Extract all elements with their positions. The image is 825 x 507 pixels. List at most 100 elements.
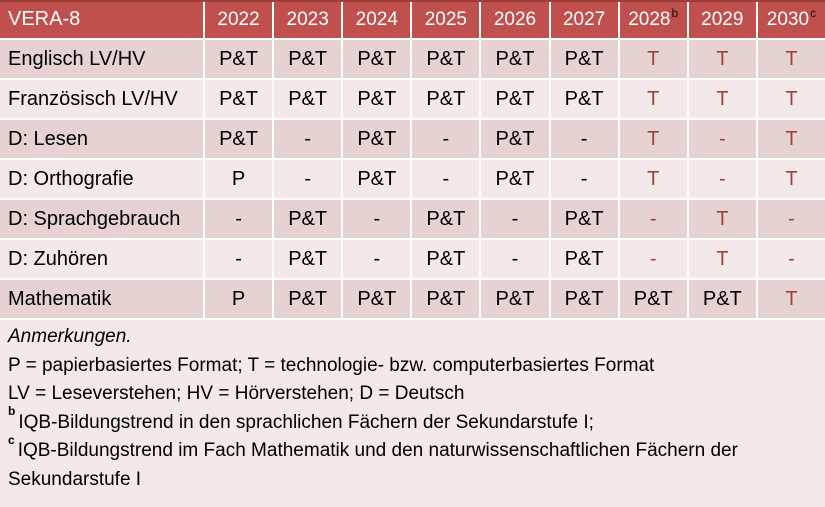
year-header-2027: 2027 — [550, 0, 618, 38]
cell-value: P&T — [495, 128, 535, 150]
year-header-2030: 2030 c — [757, 0, 825, 38]
note-line: LV = Leseverstehen; HV = Hörverstehen; D… — [8, 380, 815, 409]
cell-value: P&T — [219, 48, 258, 70]
year-header-2026: 2026 — [481, 0, 549, 38]
year-header-2023: 2023 — [274, 0, 342, 38]
cell-value: P&T — [219, 88, 258, 110]
table-cell: P&T — [550, 80, 618, 118]
table-top-border — [0, 0, 825, 2]
cell-value: P&T — [426, 208, 466, 230]
cell-value: T — [716, 88, 729, 110]
table-cell: - — [688, 120, 756, 158]
table-cell: - — [688, 160, 756, 198]
table-cell: P&T — [274, 80, 342, 118]
cell-value: P&T — [357, 48, 397, 70]
table-cell: - — [412, 160, 480, 198]
table-cell: P&T — [274, 40, 342, 78]
cell-value: P&T — [288, 88, 328, 110]
year-header-label: 2022 — [217, 8, 260, 30]
cell-value: P&T — [564, 288, 604, 310]
table-cell: - — [343, 240, 411, 278]
cell-value: T — [647, 168, 660, 190]
table-cell: - — [205, 240, 273, 278]
cell-value: - — [304, 128, 311, 150]
cell-value: - — [718, 168, 726, 190]
table-cell: P&T — [412, 280, 480, 318]
table-cell: P&T — [205, 40, 273, 78]
table-cell: P&T — [274, 240, 342, 278]
table-cell: - — [274, 120, 342, 158]
table-cell: - — [274, 160, 342, 198]
cell-value: - — [788, 248, 795, 270]
cell-value: T — [716, 208, 729, 230]
table-cell: P&T — [274, 280, 342, 318]
table-cell: - — [619, 240, 687, 278]
year-header-2025: 2025 — [412, 0, 480, 38]
cell-value: T — [785, 128, 798, 150]
cell-value: T — [785, 288, 798, 310]
table-cell: P&T — [412, 40, 480, 78]
cell-value: - — [511, 248, 519, 270]
table-cell: P&T — [205, 80, 273, 118]
table-cell: T — [757, 120, 825, 158]
cell-value: P&T — [426, 88, 466, 110]
year-header-label: 2025 — [424, 8, 468, 30]
table-cell: - — [343, 200, 411, 238]
year-header-label: 2029 — [701, 8, 744, 30]
cell-value: - — [373, 248, 381, 270]
year-header-2024: 2024 — [343, 0, 411, 38]
cell-value: P&T — [702, 288, 742, 310]
table-cell: P&T — [343, 40, 411, 78]
cell-value: T — [716, 48, 729, 70]
cell-value: P&T — [495, 288, 535, 310]
note-text: IQB-Bildungstrend in den sprachlichen Fä… — [18, 411, 594, 433]
row-label: D: Lesen — [0, 120, 203, 158]
table-cell: - — [619, 200, 687, 238]
note-text: P = papierbasiertes Format; T = technolo… — [8, 354, 655, 376]
cell-value: T — [647, 88, 660, 110]
table-cell: P&T — [550, 200, 618, 238]
cell-value: P&T — [495, 88, 535, 110]
row-label: D: Sprachgebrauch — [0, 200, 203, 238]
table-cell: - — [481, 200, 549, 238]
cell-value: P&T — [495, 168, 535, 190]
note-text: IQB-Bildungstrend im Fach Mathematik und… — [8, 440, 738, 490]
cell-value: P&T — [357, 288, 397, 310]
table-cell: - — [757, 240, 825, 278]
cell-value: P&T — [288, 48, 328, 70]
table-cell: P&T — [205, 120, 273, 158]
table-cell: T — [688, 80, 756, 118]
year-header-2028: 2028 b — [619, 0, 687, 38]
cell-value: - — [304, 168, 311, 190]
cell-value: - — [580, 168, 588, 190]
cell-value: P&T — [357, 168, 397, 190]
table-cell: P&T — [343, 80, 411, 118]
cell-value: P&T — [288, 288, 328, 310]
table-cell: T — [688, 240, 756, 278]
year-header-2022: 2022 — [205, 0, 273, 38]
table-cell: P&T — [412, 240, 480, 278]
year-header-label: 2028 — [628, 8, 671, 30]
cell-value: T — [647, 48, 660, 70]
cell-value: P&T — [633, 288, 673, 310]
table-cell: P&T — [412, 80, 480, 118]
row-label: Englisch LV/HV — [0, 40, 203, 78]
cell-value: P&T — [564, 208, 604, 230]
cell-value: - — [373, 208, 381, 230]
table-cell: - — [412, 120, 480, 158]
table-cell: P&T — [481, 280, 549, 318]
table-title-cell: VERA-8 — [0, 0, 203, 38]
vera8-table: VERA-8 2022 2023 2024 2025 2026 2027 2028 b 2029… — [0, 0, 825, 318]
table-cell: P&T — [343, 280, 411, 318]
table-cell: T — [619, 160, 687, 198]
table-cell: P&T — [343, 160, 411, 198]
cell-value: - — [511, 208, 519, 230]
year-header-label: 2026 — [493, 8, 537, 30]
year-header-label: 2023 — [286, 8, 329, 30]
year-header-label: 2024 — [355, 8, 398, 30]
row-label: D: Orthografie — [0, 160, 203, 198]
table-cell: P&T — [619, 280, 687, 318]
table-cell: - — [205, 200, 273, 238]
table-cell: P — [205, 280, 273, 318]
table-cell: - — [481, 240, 549, 278]
